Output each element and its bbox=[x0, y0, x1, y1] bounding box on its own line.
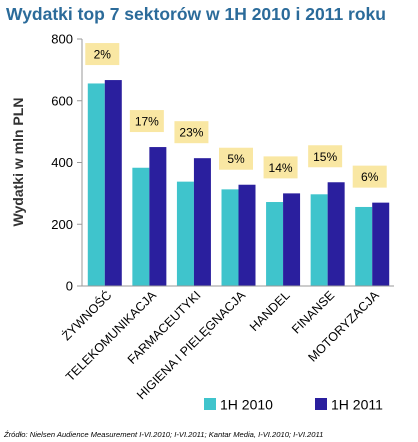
category-label: HANDEL bbox=[247, 288, 293, 334]
annotation-label: 15% bbox=[313, 150, 337, 164]
y-tick-label: 800 bbox=[51, 32, 73, 47]
y-tick-label: 200 bbox=[51, 217, 73, 232]
bar-1h-2011 bbox=[193, 158, 211, 286]
annotation-label: 14% bbox=[269, 161, 293, 175]
annotation-box bbox=[174, 121, 209, 144]
bar-1h-2010 bbox=[310, 194, 328, 286]
annotations: 2% 17% 23% 5% 14% 15% 6% bbox=[85, 43, 387, 188]
annotation-box bbox=[85, 43, 120, 66]
annotation-box bbox=[219, 147, 253, 170]
bar-1h-2010 bbox=[221, 189, 239, 286]
category-labels: ŻYWNOŚĆTELEKOMUNIKACJAFARMACEUTYKIHIGIEN… bbox=[59, 288, 383, 403]
legend: 1H 2010 1H 2011 bbox=[204, 397, 383, 413]
bars bbox=[87, 80, 390, 287]
bar-1h-2011 bbox=[149, 147, 167, 286]
legend-label: 1H 2011 bbox=[331, 397, 383, 413]
annotation-box bbox=[263, 156, 298, 179]
bar-1h-2011 bbox=[283, 193, 301, 286]
y-ticks: 0 200 400 600 800 bbox=[51, 32, 82, 294]
bar-1h-2010 bbox=[266, 202, 284, 286]
y-tick-label: 600 bbox=[51, 93, 73, 108]
annotation-label: 23% bbox=[179, 126, 203, 140]
bar-1h-2011 bbox=[327, 182, 345, 286]
annotation-label: 2% bbox=[94, 48, 112, 62]
bar-1h-2011 bbox=[238, 184, 256, 286]
annotation-label: 6% bbox=[361, 170, 379, 184]
y-tick-label: 0 bbox=[66, 279, 73, 294]
bar-1h-2010 bbox=[176, 181, 194, 286]
bar-1h-2010 bbox=[132, 167, 150, 286]
bar-1h-2010 bbox=[87, 83, 105, 287]
bar-1h-2010 bbox=[355, 206, 373, 286]
annotation-label: 5% bbox=[227, 152, 245, 166]
y-tick-label: 400 bbox=[51, 155, 73, 170]
bar-1h-2011 bbox=[104, 80, 122, 286]
y-axis-label: Wydatki w mln PLN bbox=[10, 98, 26, 227]
annotation-label: 17% bbox=[135, 115, 159, 129]
legend-swatch bbox=[204, 398, 216, 410]
source-note: Źródło: Nielsen Audience Measurement I-V… bbox=[3, 430, 323, 439]
chart-title: Wydatki top 7 sektorów w 1H 2010 i 2011 … bbox=[6, 4, 386, 24]
legend-label: 1H 2010 bbox=[220, 397, 273, 413]
annotation-box bbox=[129, 110, 164, 133]
legend-swatch bbox=[315, 398, 327, 410]
bar-1h-2011 bbox=[372, 202, 390, 286]
annotation-box bbox=[308, 145, 343, 168]
annotation-box bbox=[352, 165, 387, 188]
